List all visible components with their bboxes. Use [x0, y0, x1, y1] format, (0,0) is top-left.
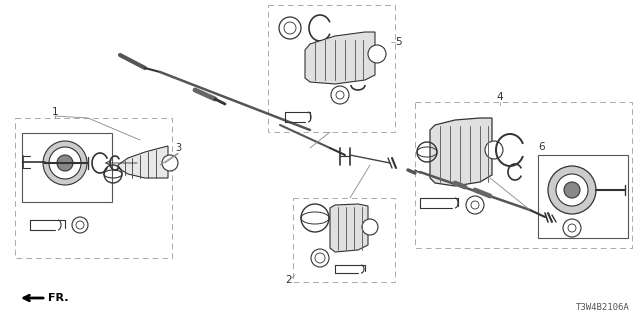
Circle shape: [556, 174, 588, 206]
Text: 3: 3: [175, 143, 181, 153]
Text: 6: 6: [538, 142, 545, 152]
Circle shape: [548, 166, 596, 214]
Polygon shape: [305, 32, 375, 84]
Bar: [538, 155, 628, 238]
Polygon shape: [118, 146, 168, 178]
Circle shape: [43, 141, 87, 185]
Bar: [415, 102, 632, 248]
Bar: [15, 118, 172, 258]
Circle shape: [485, 141, 503, 159]
Text: FR.: FR.: [48, 293, 68, 303]
Circle shape: [362, 219, 378, 235]
Text: T3W4B2106A: T3W4B2106A: [576, 303, 630, 312]
Circle shape: [162, 155, 178, 171]
Polygon shape: [330, 204, 368, 252]
Bar: [268, 5, 395, 132]
Circle shape: [564, 182, 580, 198]
Circle shape: [57, 155, 73, 171]
Text: 5: 5: [395, 37, 402, 47]
Text: 4: 4: [497, 92, 503, 102]
Bar: [22, 133, 112, 202]
Text: 1: 1: [52, 107, 58, 117]
Bar: [293, 198, 395, 282]
Circle shape: [368, 45, 386, 63]
Text: 2: 2: [285, 275, 292, 285]
Polygon shape: [430, 118, 492, 186]
Circle shape: [49, 147, 81, 179]
